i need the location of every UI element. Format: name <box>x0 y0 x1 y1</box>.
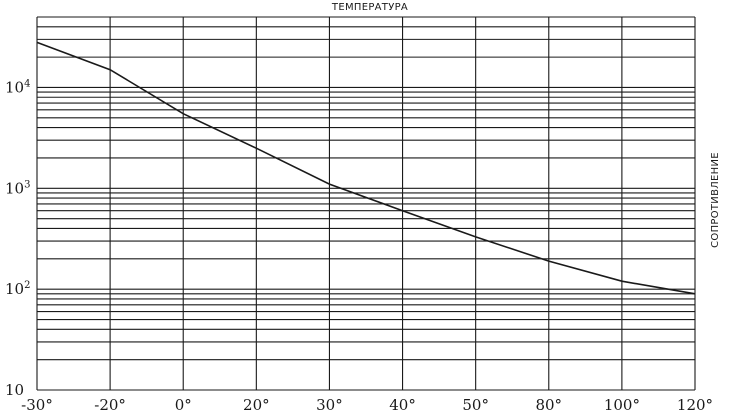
x-tick-label: 50° <box>462 396 489 414</box>
chart-title: ТЕМПЕРАТУРА <box>331 2 408 13</box>
x-tick-label: 0° <box>175 396 192 414</box>
series-line-0 <box>36 41 696 295</box>
horizontal-grid <box>37 16 695 391</box>
x-tick-label: -20° <box>94 396 126 414</box>
y-tick-labels: 10 102 103 104 <box>5 78 30 399</box>
x-tick-label: 20° <box>243 396 270 414</box>
y-axis-title: СОПРОТИВЛЕНИЕ <box>710 152 721 248</box>
x-tick-label: 100° <box>604 396 640 414</box>
y-tick-label: 103 <box>5 179 30 197</box>
x-tick-label: 80° <box>535 396 562 414</box>
x-tick-label: 120° <box>677 396 713 414</box>
y-tick-label: 10 <box>5 381 24 399</box>
x-tick-label: 40° <box>389 396 416 414</box>
x-tick-label: 30° <box>316 396 343 414</box>
vertical-grid <box>36 17 696 390</box>
y-tick-label: 102 <box>5 280 30 298</box>
x-tick-label: -30° <box>21 396 53 414</box>
x-tick-labels: -30° -20° 0° 20° 30° 40° 50° 80° 100° 120° <box>21 396 713 414</box>
series-layer <box>36 41 696 295</box>
y-tick-label: 104 <box>5 78 30 96</box>
